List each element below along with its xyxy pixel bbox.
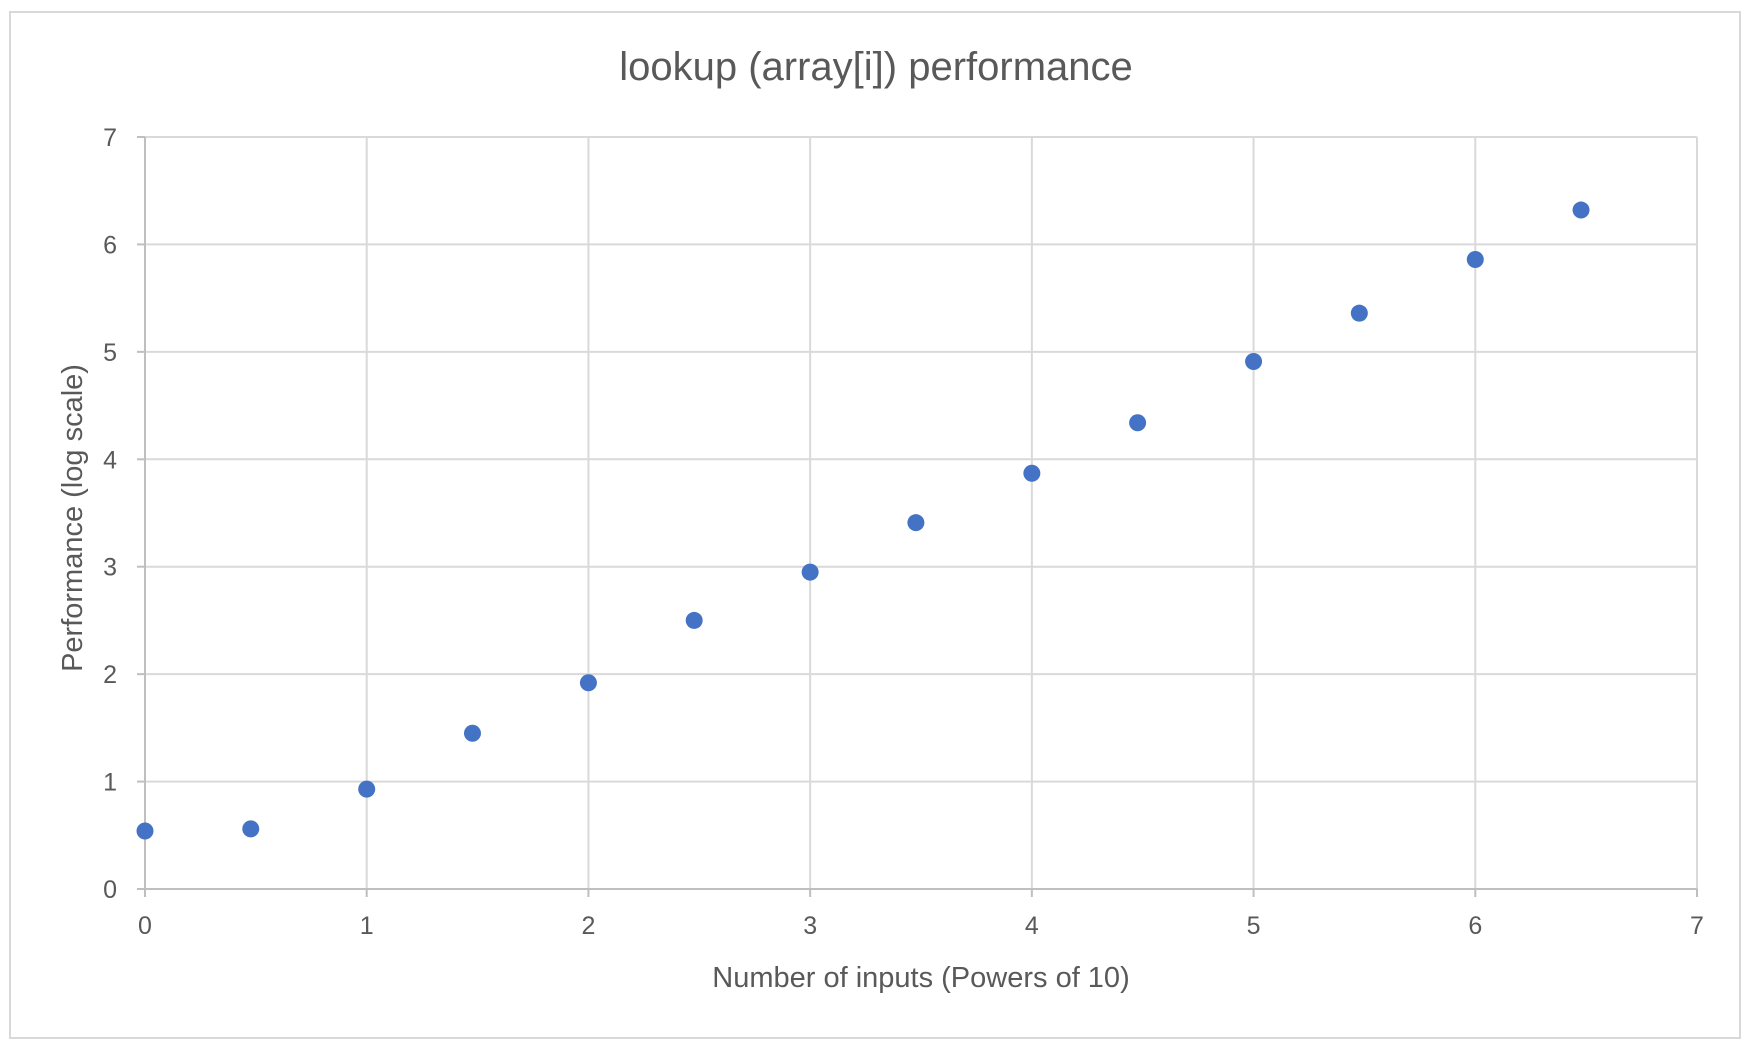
y-tick-label: 5	[103, 339, 117, 367]
y-axis-title: Performance (log scale)	[57, 364, 89, 672]
y-tick-label: 2	[103, 661, 117, 689]
chart-area	[9, 11, 1741, 1039]
y-tick-label: 1	[103, 769, 117, 797]
data-point	[1129, 414, 1147, 432]
x-tick-labels: 0 1 2 3 4 5 6 7	[138, 912, 1704, 940]
data-point	[136, 822, 154, 840]
y-tick-label: 7	[103, 124, 117, 152]
data-point	[1245, 353, 1263, 371]
x-tick-label: 4	[1025, 912, 1039, 940]
data-point	[685, 611, 703, 629]
data-point	[1023, 464, 1041, 482]
y-tick-label: 0	[103, 876, 117, 904]
y-tick-label: 3	[103, 554, 117, 582]
x-tick-label: 1	[360, 912, 374, 940]
data-points	[136, 201, 1590, 840]
y-tick-label: 6	[103, 231, 117, 259]
data-point	[907, 514, 925, 532]
x-tick-label: 7	[1690, 912, 1704, 940]
y-tick-label: 4	[103, 446, 117, 474]
gridlines	[145, 136, 1698, 889]
data-point	[1572, 201, 1590, 219]
data-point	[1466, 250, 1484, 268]
x-tick-label: 2	[581, 912, 595, 940]
data-point	[463, 724, 481, 742]
x-tick-label: 6	[1468, 912, 1482, 940]
data-point	[242, 820, 260, 838]
y-tick-labels: 0 1 2 3 4 5 6 7	[103, 124, 117, 904]
data-point	[358, 780, 376, 798]
x-tick-label: 0	[138, 912, 152, 940]
data-point	[579, 674, 597, 692]
x-axis-title: Number of inputs (Powers of 10)	[712, 962, 1129, 994]
x-tick-label: 3	[803, 912, 817, 940]
x-tick-label: 5	[1247, 912, 1261, 940]
chart-title: lookup (array[i]) performance	[619, 45, 1133, 89]
axes	[137, 136, 1698, 897]
data-point	[1350, 304, 1368, 322]
data-point	[801, 563, 819, 581]
